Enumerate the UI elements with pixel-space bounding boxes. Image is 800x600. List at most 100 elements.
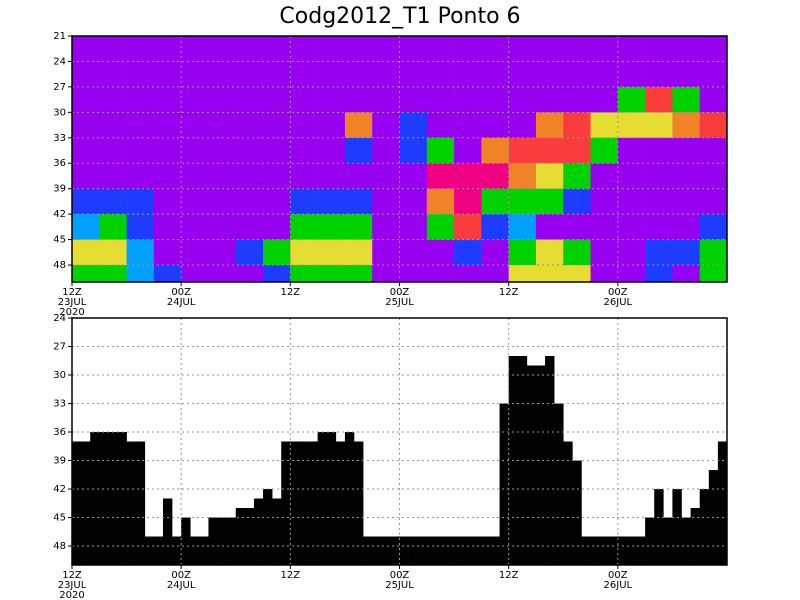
- heat-cell: [263, 61, 291, 88]
- heat-cell: [535, 214, 564, 240]
- heat-cell: [454, 163, 482, 189]
- heat-cell: [481, 188, 509, 215]
- heat-cell: [317, 188, 346, 215]
- heat-cell: [645, 214, 673, 240]
- heat-cell: [235, 188, 264, 215]
- heat-cell: [481, 61, 509, 88]
- heat-cell: [72, 86, 100, 113]
- bar: [217, 517, 227, 565]
- bar: [636, 536, 646, 565]
- heat-cell: [290, 86, 318, 113]
- heat-cell: [617, 239, 646, 266]
- heat-cell: [126, 265, 155, 283]
- bar: [326, 432, 337, 565]
- heat-cell: [290, 214, 318, 240]
- heat-cell: [372, 86, 400, 113]
- heat-cell: [590, 188, 619, 215]
- heat-cell: [508, 86, 537, 113]
- heat-cell: [699, 265, 728, 283]
- bar: [454, 536, 464, 565]
- x-tick-label: 00Z: [390, 570, 410, 581]
- y-tick-label: 30: [53, 107, 66, 118]
- heat-cell: [181, 163, 209, 189]
- plot-area: [72, 36, 728, 283]
- plot-frame: [71, 35, 728, 283]
- heat-cell: [563, 163, 591, 189]
- heat-cell: [235, 36, 264, 62]
- heat-cell: [535, 163, 564, 189]
- heat-cell: [535, 86, 564, 113]
- y-tick-label: 45: [53, 235, 66, 246]
- y-tick-label: 36: [53, 158, 66, 169]
- heat-cell: [672, 86, 701, 113]
- heat-cell: [399, 163, 428, 189]
- heat-cell: [263, 214, 291, 240]
- heat-cell: [181, 112, 209, 139]
- bar: [172, 536, 182, 565]
- heat-cell: [672, 61, 701, 88]
- heat-cell: [672, 137, 701, 164]
- y-tick-label: 39: [53, 184, 66, 195]
- heat-cell: [181, 239, 209, 266]
- y-tick-label: 24: [53, 313, 66, 324]
- bar: [226, 517, 237, 565]
- bar: [672, 489, 682, 565]
- x-tick-label: 12Z: [62, 287, 82, 298]
- x-tick-label: 23JUL: [58, 297, 87, 308]
- heat-cell: [508, 36, 537, 62]
- heat-cell: [317, 265, 346, 283]
- heat-cell: [399, 86, 428, 113]
- heat-cell: [535, 137, 564, 164]
- heat-cell: [399, 214, 428, 240]
- heat-cell: [317, 36, 346, 62]
- x-tick-label: 25JUL: [385, 297, 414, 308]
- heat-cell: [454, 112, 482, 139]
- heat-cell: [372, 36, 400, 62]
- heat-cell: [99, 214, 127, 240]
- heat-cell: [208, 163, 237, 189]
- bar: [135, 441, 146, 565]
- heat-cell: [563, 265, 591, 283]
- bar: [372, 536, 382, 565]
- heat-cell: [508, 265, 537, 283]
- heat-cell: [535, 61, 564, 88]
- heat-cell: [372, 239, 400, 266]
- heat-cell: [563, 86, 591, 113]
- heat-cell: [317, 163, 346, 189]
- heat-cell: [263, 36, 291, 62]
- heat-cell: [235, 61, 264, 88]
- x-tick-label: 24JUL: [167, 580, 196, 591]
- bar: [599, 536, 610, 565]
- x-tick-label: 2020: [59, 307, 84, 318]
- heat-cell: [563, 61, 591, 88]
- bar: [435, 536, 446, 565]
- heat-cell: [454, 86, 482, 113]
- heat-cell: [399, 112, 428, 139]
- heat-cell: [372, 137, 400, 164]
- y-tick-label: 27: [53, 82, 66, 93]
- heat-cell: [181, 36, 209, 62]
- heat-cell: [617, 36, 646, 62]
- heat-cell: [372, 163, 400, 189]
- heat-cell: [481, 137, 509, 164]
- bar: [190, 536, 200, 565]
- heat-cell: [235, 163, 264, 189]
- heat-cell: [672, 188, 701, 215]
- chart-title: Codg2012_T1 Ponto 6: [279, 4, 520, 29]
- heat-cell: [181, 61, 209, 88]
- heat-cell: [208, 214, 237, 240]
- heat-cell: [399, 61, 428, 88]
- y-tick-label: 42: [53, 209, 66, 220]
- heat-cell: [481, 214, 509, 240]
- heat-cell: [317, 214, 346, 240]
- heat-cell: [72, 265, 100, 283]
- heat-cell: [508, 112, 537, 139]
- heat-cell: [399, 239, 428, 266]
- heat-cell: [99, 86, 127, 113]
- heat-cell: [153, 61, 182, 88]
- heat-cell: [126, 36, 155, 62]
- x-tick-label: 00Z: [390, 287, 410, 298]
- heat-cell: [344, 265, 373, 283]
- heat-cell: [153, 112, 182, 139]
